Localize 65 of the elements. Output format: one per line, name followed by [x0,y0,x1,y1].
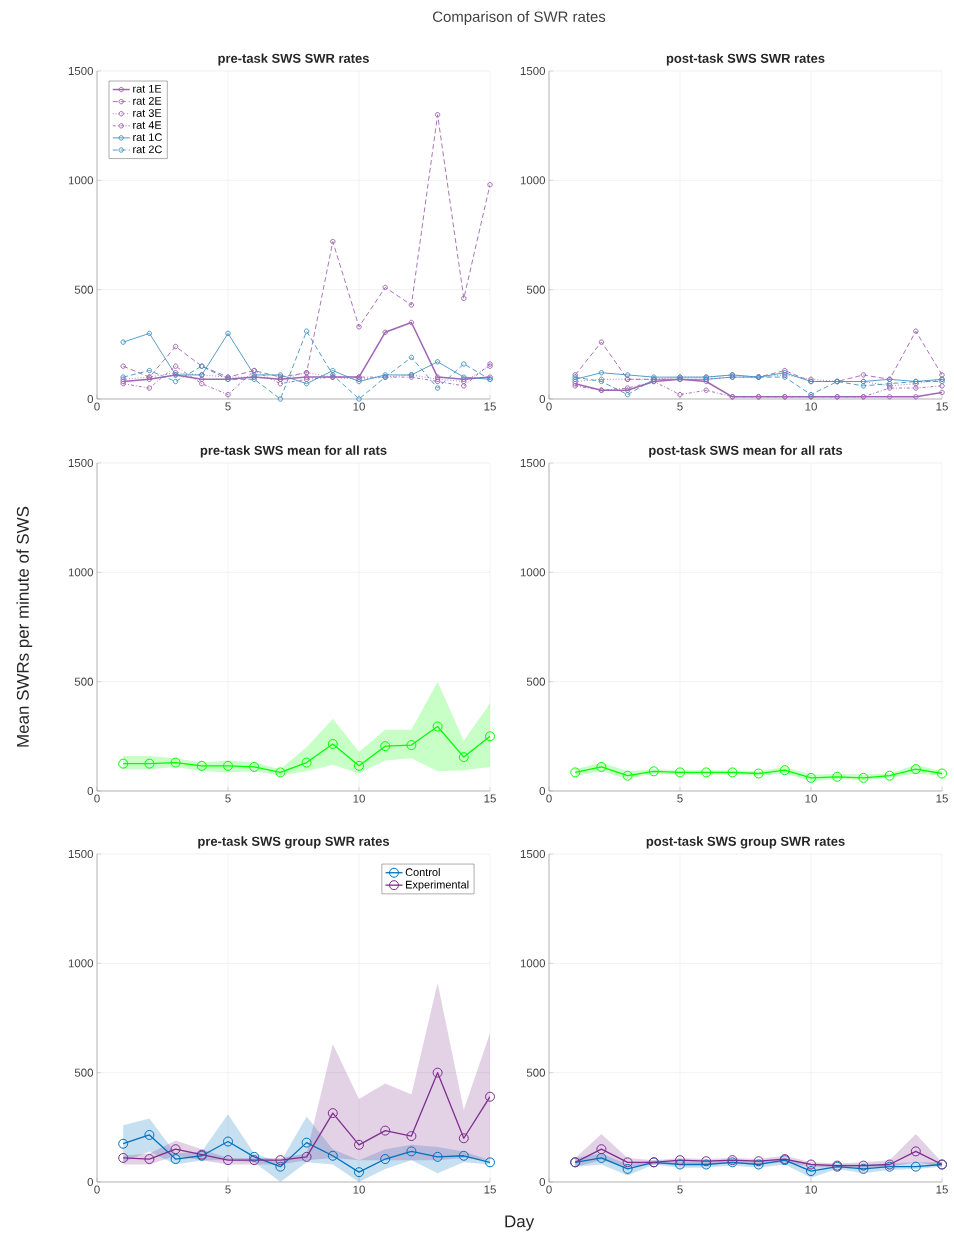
y-tick-label: 0 [539,394,546,404]
legend-label: rat 1E [133,85,162,93]
x-tick-label: 5 [677,794,683,803]
x-tick-label: 0 [94,402,100,411]
chart-title: pre-task SWS mean for all rats [200,445,387,458]
y-tick-label: 1500 [520,66,546,76]
text: Comparison of SWR rates [432,11,606,25]
chart-title: pre-task SWS SWR rates [218,53,369,66]
y-tick-label: 1000 [520,176,546,185]
x-tick-label: 0 [546,794,552,803]
x-tick-label: 15 [936,1185,948,1194]
chart-title: post-task SWS SWR rates [666,53,825,66]
chart-title: pre-task SWS group SWR rates [198,836,390,849]
x-tick-label: 15 [484,402,496,411]
x-tick-label: 15 [936,402,948,411]
chart-title: post-task SWS group SWR rates [646,836,845,849]
legend-label: Control [405,868,440,877]
y-tick-label: 0 [87,786,94,796]
y-tick-label: 1500 [68,458,94,468]
x-tick-label: 15 [936,794,948,803]
x-tick-label: 10 [805,1185,817,1194]
legend-label: rat 2E [133,97,162,105]
y-tick-label: 0 [87,394,94,404]
x-tick-label: 5 [677,1185,683,1194]
x-tick-label: 0 [546,1185,552,1194]
y-tick-label: 1000 [68,176,94,185]
y-tick-label: 1000 [68,568,94,577]
y-tick-label: 0 [539,1177,546,1187]
y-tick-label: 500 [526,285,546,294]
chart-title: post-task SWS mean for all rats [649,445,843,458]
y-tick-label: 500 [74,677,94,686]
x-tick-label: 10 [805,794,817,803]
y-tick-label: 1500 [520,458,546,468]
x-tick-label: 10 [353,1185,365,1194]
x-tick-label: 10 [805,402,817,411]
legend-label: Experimental [406,880,469,891]
y-tick-label: 0 [539,786,546,796]
x-tick-label: 0 [546,402,552,411]
y-tick-label: 500 [74,1068,94,1077]
y-tick-label: 1000 [520,568,546,577]
x-tick-label: 15 [484,794,496,803]
legend-label: rat 4E [133,121,162,129]
legend-label: rat 3E [133,109,162,117]
x-tick-label: 0 [94,794,100,803]
x-tick-label: 15 [484,1185,496,1194]
x-tick-label: 0 [94,1185,100,1194]
y-tick-label: 500 [526,677,546,686]
x-tick-label: 5 [225,402,231,411]
y-tick-label: 1500 [68,66,94,76]
x-axis-title: Day [505,1215,535,1231]
y-tick-label: 1000 [520,959,546,968]
x-tick-label: 5 [225,1185,231,1194]
legend-label: rat 1C [133,133,162,142]
x-tick-label: 5 [225,794,231,803]
y-tick-label: 1500 [68,849,94,859]
y-tick-label: 1000 [68,959,94,968]
x-tick-label: 10 [353,794,365,803]
y-tick-label: 500 [74,285,94,294]
x-tick-label: 10 [353,402,365,411]
legend-label: rat 2C [133,145,162,154]
y-tick-label: 0 [87,1177,94,1187]
y-tick-label: 500 [526,1068,546,1077]
y-axis-title: Mean SWRs per minute of SWS [16,506,33,747]
y-tick-label: 1500 [520,849,546,859]
x-tick-label: 5 [677,402,683,411]
